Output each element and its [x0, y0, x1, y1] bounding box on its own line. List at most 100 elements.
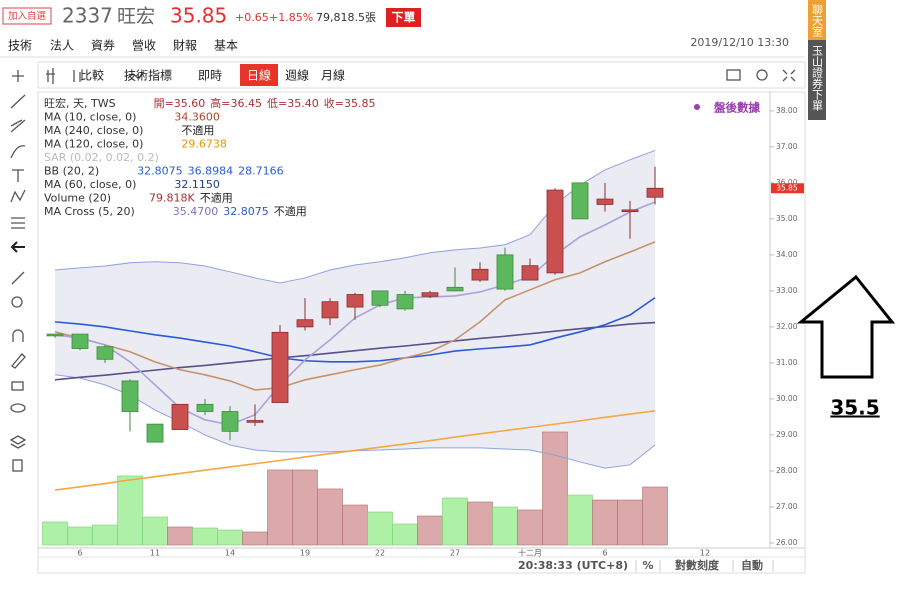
legend-value: 34.3600 [174, 111, 220, 124]
last-price-label: 35.85 [776, 183, 798, 192]
toolbar-icon[interactable] [73, 70, 81, 82]
toolbar-item[interactable]: 技術指標 [124, 68, 172, 83]
chat-tab-box[interactable] [808, 0, 826, 40]
legend-label: BB (20, 2) [44, 165, 99, 178]
tab[interactable]: 技術 [8, 39, 32, 53]
volume-bar [592, 499, 618, 546]
y-tick-label: 26.00 [776, 538, 798, 547]
candle-body [46, 333, 64, 337]
legend-value: 高=36.45 [210, 96, 262, 110]
tool-icon[interactable] [10, 241, 25, 253]
legend-label: 旺宏, 天, TWS [44, 96, 116, 110]
expand-icon[interactable] [782, 69, 796, 82]
watch-button[interactable]: 加入自選 [8, 10, 47, 22]
camera-icon[interactable] [726, 69, 741, 81]
volume-bar [567, 494, 593, 546]
tool-icon[interactable] [12, 459, 23, 472]
volume-bar [542, 431, 568, 546]
candle-body [371, 290, 389, 306]
tool-icon[interactable] [11, 296, 23, 308]
toolbar-item[interactable]: 週線 [285, 68, 309, 83]
tool-icon[interactable] [10, 94, 26, 109]
legend-value: 收=35.85 [324, 96, 376, 110]
volume-bar [67, 526, 93, 546]
legend-value: 36.8984 [188, 165, 234, 178]
legend-label: Volume (20) [44, 192, 111, 205]
after-hours-dot [694, 104, 700, 110]
legend-label: MA Cross (5, 20) [44, 205, 135, 218]
legend-label: MA (60, close, 0) [44, 178, 136, 191]
tab[interactable]: 營收 [132, 39, 156, 53]
y-tick-label: 28.00 [776, 466, 798, 475]
y-tick-label: 32.00 [776, 322, 798, 331]
toolbar [37, 61, 806, 89]
broker-tab-box[interactable] [808, 40, 826, 120]
toolbar-item[interactable]: 月線 [321, 68, 345, 83]
y-tick-label: 35.00 [776, 214, 798, 223]
volume-bar [467, 501, 493, 546]
toolbar-item[interactable]: 即時 [198, 69, 222, 83]
candle-body [121, 380, 139, 412]
tool-icon[interactable] [10, 145, 26, 159]
tab[interactable]: 資券 [91, 38, 115, 53]
toolbar-item[interactable]: 比較 [80, 68, 104, 83]
y-tick-label: 31.00 [776, 358, 798, 367]
legend-row: MA (240, close, 0) 不適用 [44, 123, 214, 137]
status-percent[interactable]: % [642, 559, 653, 572]
annotation-text: 35.5 [830, 396, 879, 420]
volume-bar [142, 516, 168, 546]
last-price-tag [771, 183, 804, 194]
legend-label: MA (240, close, 0) [44, 124, 143, 137]
volume-bar [217, 529, 243, 546]
toolbar-selected [240, 64, 278, 86]
y-tick-label: 30.00 [776, 394, 798, 403]
tool-icon[interactable] [12, 169, 24, 182]
volume-bar [367, 511, 393, 546]
legend-value: 不適用 [200, 191, 233, 205]
stock-code: 2337 [62, 4, 113, 28]
ma-line [54, 321, 656, 381]
status-auto[interactable]: 自動 [741, 558, 763, 572]
toolbar-item[interactable]: 日線 [247, 68, 271, 83]
volume-bar [292, 469, 318, 546]
order-button[interactable]: 下單 [391, 11, 415, 25]
status-log-scale[interactable]: 對數刻度 [675, 558, 720, 572]
legend-row: MA (120, close, 0) 29.6738 [44, 138, 227, 151]
broker-tab[interactable]: 玉山證券下單 [811, 45, 824, 111]
tab[interactable]: 基本 [214, 39, 238, 53]
chat-tab[interactable]: 聊天室 [811, 3, 824, 37]
volume-bar [417, 515, 443, 546]
toolbar-icon[interactable] [46, 68, 55, 84]
tool-icon[interactable] [11, 217, 25, 229]
tool-icon[interactable] [10, 403, 26, 413]
legend-value: 29.6738 [181, 138, 227, 151]
tool-icon[interactable] [11, 271, 25, 285]
annotation-arrow [796, 274, 896, 379]
tool-icon[interactable] [9, 435, 27, 449]
tool-icon[interactable] [11, 381, 24, 391]
legend-row: SAR (0.02, 0.02, 0.2) [44, 151, 159, 164]
candle-body [96, 346, 114, 360]
tool-icon[interactable] [11, 353, 26, 369]
volume-bar [42, 521, 68, 546]
tab[interactable]: 財報 [173, 38, 197, 53]
x-tick-label: 6 [602, 549, 607, 558]
volume-bar [642, 486, 668, 546]
toolbar-icon[interactable] [127, 72, 145, 79]
tool-icon[interactable] [12, 70, 24, 82]
order-button-box[interactable] [386, 8, 421, 27]
tool-icon[interactable] [10, 119, 26, 133]
x-tick-label: 12 [700, 549, 710, 558]
tool-icon[interactable] [10, 189, 26, 203]
volume-bar [242, 531, 268, 546]
tool-icon[interactable] [12, 329, 24, 342]
tab[interactable]: 法人 [50, 39, 74, 53]
watch-button-box[interactable] [2, 7, 52, 25]
settings-icon[interactable] [756, 69, 768, 81]
candle-body [496, 254, 514, 290]
legend-value: 開=35.60 [154, 97, 206, 110]
trade-volume: 79,818.5張 [316, 11, 376, 24]
x-tick-label: 十二月 [518, 548, 542, 558]
